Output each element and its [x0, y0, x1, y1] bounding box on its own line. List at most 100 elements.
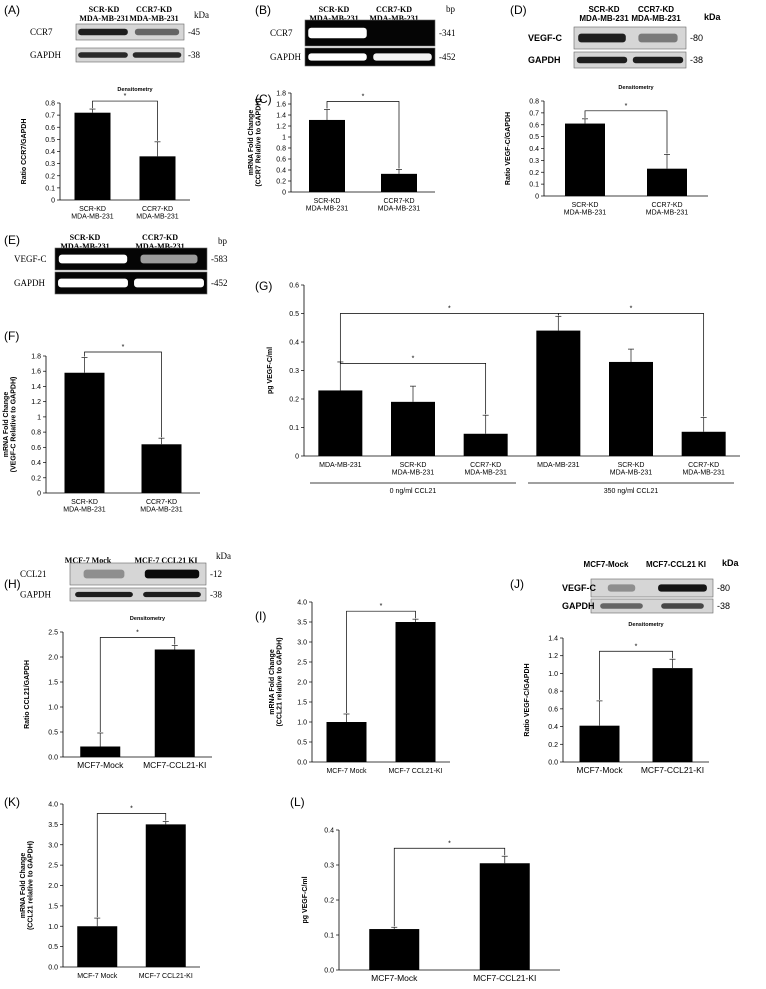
- blot-band-E: [58, 254, 128, 264]
- blot-size-B: -452: [439, 52, 456, 62]
- blot-row-label-A: GAPDH: [30, 50, 62, 60]
- bar-G-0: [318, 390, 363, 456]
- x-category-label-I: MCF-7 CCL21-KI: [388, 768, 442, 775]
- chart-A: (A) Densitometry 0 0.1 0.2 0.3 0.4 0.5 0.6 0.7 0.8…: [4, 3, 190, 221]
- blot-band-E: [134, 278, 204, 288]
- blot-band-D: [576, 56, 628, 64]
- y-tick-label-A: 0.8: [45, 101, 55, 108]
- blot-strip-H-0: [69, 562, 207, 586]
- blot-row-label-D: GAPDH: [528, 55, 561, 65]
- y-tick-label-F: 1: [37, 414, 41, 421]
- y-tick-label-F: 0.6: [31, 445, 41, 452]
- y-tick-label-C: 1: [282, 135, 286, 142]
- x-category-label-J: MCF7-CCL21-KI: [641, 765, 704, 775]
- blot-unit-E: bp: [218, 236, 228, 246]
- sig-bracket-G-3-star: *: [630, 306, 633, 313]
- group-label-G-1: 350 ng/ml CCL21: [604, 488, 659, 495]
- blot-size-J: -80: [717, 583, 730, 593]
- sig-bracket-I: [346, 610, 416, 713]
- sig-bracket-I-star: *: [380, 603, 383, 610]
- blot-band-D: [632, 56, 684, 64]
- blot-strip-H-1: [69, 587, 207, 602]
- blot-unit-J: kDa: [722, 558, 740, 568]
- y-tick-label-K: 3.5: [48, 822, 58, 829]
- y-tick-label-G: 0.2: [289, 397, 299, 404]
- y-axis-title-I: mRNA Fold Change(CCL21 relative to GAPDH…: [269, 637, 284, 726]
- y-tick-label-C: 1.4: [276, 113, 286, 120]
- blot-band-B: [308, 53, 367, 61]
- y-tick-label-J: 0.4: [548, 724, 558, 731]
- x-category-label-K: MCF-7 CCL21-KI: [139, 973, 193, 980]
- y-tick-label-F: 1.8: [31, 354, 41, 361]
- blot-band-J: [607, 584, 636, 592]
- bar-A-0: [74, 112, 111, 200]
- y-tick-label-A: 0.6: [45, 125, 55, 132]
- blot-lane-header-B: CCR7-KD MDA-MB-231: [369, 5, 418, 23]
- blot-band-E: [140, 254, 198, 264]
- y-tick-label-A: 0.3: [45, 161, 55, 168]
- bar-J-1: [652, 668, 693, 762]
- blot-row-label-E: GAPDH: [14, 278, 46, 288]
- x-category-label-J: MCF7-Mock: [576, 765, 623, 775]
- y-axis-title-G: pg VEGF-C/ml: [267, 347, 274, 394]
- blot-band-J: [658, 584, 707, 592]
- y-tick-label-C: 0.8: [276, 146, 286, 153]
- y-tick-label-D: 0.8: [529, 99, 539, 106]
- blot-band-H: [75, 591, 133, 598]
- bar-G-1: [391, 401, 435, 456]
- y-tick-label-J: 0.0: [548, 760, 558, 767]
- y-tick-label-K: 3.0: [48, 842, 58, 849]
- blot-size-A: -38: [188, 50, 200, 60]
- blot-size-H: -38: [210, 590, 222, 600]
- y-tick-label-I: 3.0: [297, 640, 307, 647]
- blot-row-label-E: VEGF-C: [14, 254, 47, 264]
- y-tick-label-I: 2.0: [297, 680, 307, 687]
- y-tick-label-G: 0.6: [289, 283, 299, 290]
- blot-lane-header-A: SCR-KD MDA-MB-231: [79, 5, 128, 23]
- y-tick-label-I: 4.0: [297, 600, 307, 607]
- blot-row-label-H: GAPDH: [20, 590, 52, 600]
- bar-F-0: [64, 372, 105, 493]
- blot-lane-header-B: SCR-KD MDA-MB-231: [309, 5, 358, 23]
- y-tick-label-A: 0.2: [45, 173, 55, 180]
- blot-row-label-B: CCR7: [270, 28, 293, 38]
- blot-H: MCF-7 Mock MCF-7 CCL21 KI kDa CCL21 -12 GAPDH…: [20, 551, 231, 602]
- sig-bracket-L-star: *: [448, 840, 451, 847]
- blot-size-E: -583: [211, 254, 228, 264]
- chart-title-J: Densitometry: [628, 622, 664, 628]
- y-axis-title-L: pg VEGF-C/ml: [302, 876, 309, 923]
- blot-lane-header-J: MCF7-CCL21 KI: [646, 560, 706, 569]
- y-tick-label-F: 1.2: [31, 399, 41, 406]
- blot-band-A: [132, 52, 182, 58]
- sig-bracket-G-2-star: *: [448, 306, 451, 313]
- blot-band-H: [143, 591, 201, 598]
- y-tick-label-L: 0.2: [324, 898, 334, 905]
- y-tick-label-D: 0: [535, 194, 539, 201]
- y-tick-label-D: 0.6: [529, 122, 539, 129]
- x-category-label-L: MCF7-Mock: [371, 973, 418, 983]
- blot-strip-D-1: [573, 51, 687, 69]
- y-tick-label-H: 1.5: [48, 680, 58, 687]
- blot-band-E: [58, 278, 128, 288]
- sig-bracket-F: [84, 351, 162, 438]
- y-tick-label-F: 1.4: [31, 384, 41, 391]
- bar-G-2: [463, 433, 508, 456]
- x-category-label-L: MCF7-CCL21-KI: [473, 973, 536, 983]
- y-tick-label-K: 4.0: [48, 802, 58, 809]
- blot-strip-A-0: [75, 23, 185, 41]
- y-tick-label-L: 0.1: [324, 933, 334, 940]
- y-tick-label-D: 0.7: [529, 110, 539, 117]
- y-tick-label-C: 0.2: [276, 179, 286, 186]
- bar-D-0: [565, 123, 605, 196]
- y-tick-label-J: 1.0: [548, 671, 558, 678]
- x-category-label-C: CCR7-KD MDA-MB-231: [378, 198, 421, 213]
- x-category-label-D: SCR-KD MDA-MB-231: [564, 202, 607, 217]
- panel-label-L: (L): [290, 795, 305, 809]
- y-axis-title-F: mRNA Fold Change(VEGF-C Relative to GAPD…: [3, 377, 18, 473]
- y-tick-label-K: 2.5: [48, 863, 58, 870]
- y-tick-label-F: 0.4: [31, 460, 41, 467]
- x-category-label-F: CCR7-KD MDA-MB-231: [140, 499, 183, 514]
- blot-band-B: [308, 27, 367, 39]
- bar-A-1: [139, 156, 176, 200]
